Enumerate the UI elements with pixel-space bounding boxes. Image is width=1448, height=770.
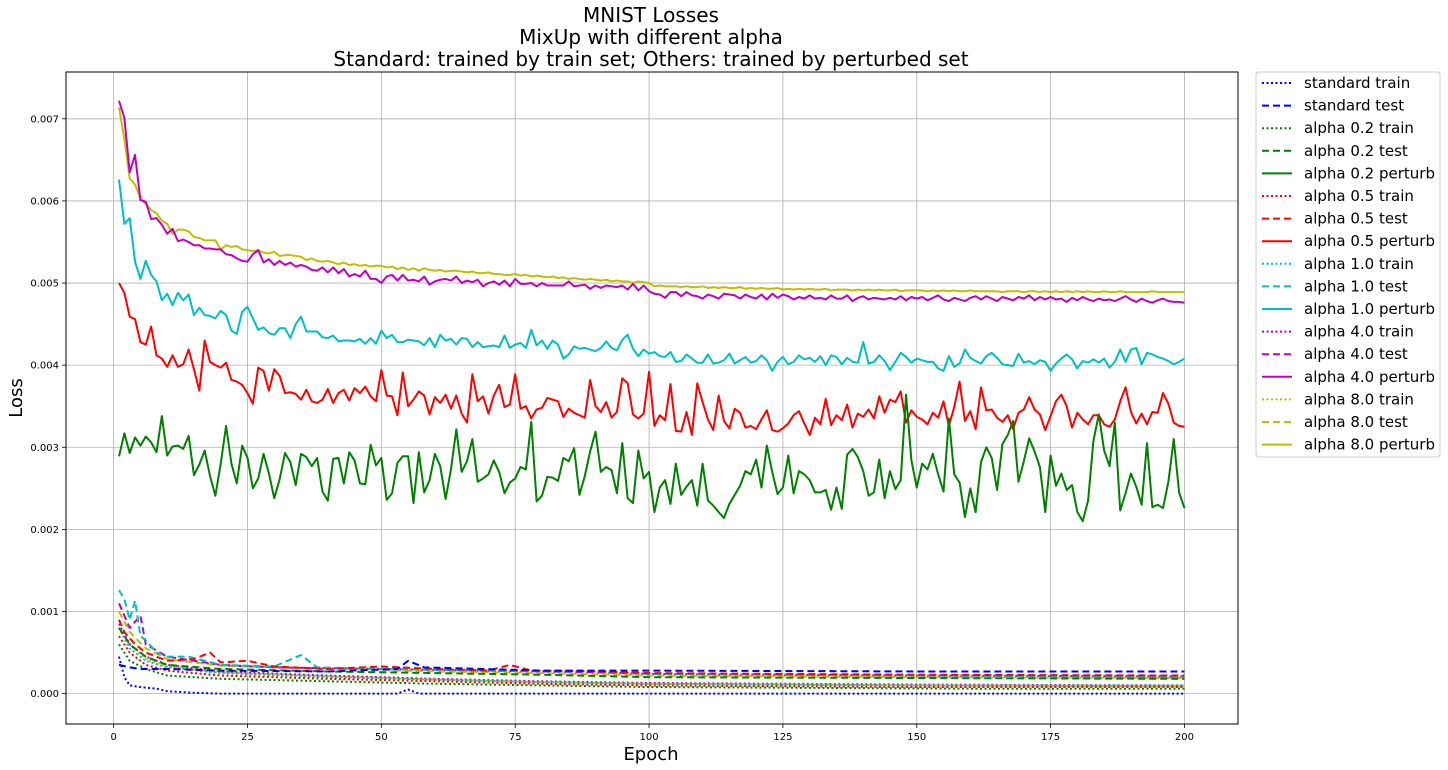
series-line-alpha-4-0-perturb	[118, 100, 1185, 304]
x-tick-label: 125	[773, 732, 792, 743]
chart-title-line-1: MNIST Losses	[583, 3, 719, 27]
legend-label-alpha-4-0-test: alpha 4.0 test	[1304, 345, 1408, 363]
x-tick-label: 150	[907, 732, 926, 743]
y-axis-label: Loss	[6, 378, 27, 417]
x-axis-label: Epoch	[623, 744, 678, 765]
legend-label-alpha-0-2-perturb: alpha 0.2 perturb	[1304, 164, 1435, 182]
y-tick-label: 0.001	[30, 607, 59, 618]
y-tick-label: 0.007	[30, 114, 59, 125]
x-tick-label: 175	[1041, 732, 1060, 743]
series-line-alpha-0-5-perturb	[118, 282, 1185, 436]
series-line-alpha-0-5-train	[118, 635, 1185, 689]
legend-label-alpha-8-0-train: alpha 8.0 train	[1304, 390, 1414, 408]
chart-title-line-3: Standard: trained by train set; Others: …	[333, 47, 968, 71]
series-line-alpha-1-0-test	[118, 589, 1185, 679]
series-line-alpha-0-2-train	[118, 643, 1185, 690]
y-tick-label: 0.005	[30, 279, 59, 290]
series-line-alpha-0-2-perturb	[118, 393, 1186, 523]
legend-label-standard-train: standard train	[1304, 74, 1410, 92]
legend-label-alpha-1-0-perturb: alpha 1.0 perturb	[1304, 300, 1435, 318]
series-line-alpha-1-0-train	[118, 627, 1185, 687]
legend-label-alpha-0-5-perturb: alpha 0.5 perturb	[1304, 232, 1435, 250]
y-tick-label: 0.002	[30, 525, 59, 536]
legend-label-alpha-8-0-test: alpha 8.0 test	[1304, 413, 1408, 431]
series-lines	[118, 100, 1186, 695]
y-tick-label: 0.006	[30, 196, 59, 207]
legend-label-standard-test: standard test	[1304, 97, 1404, 115]
series-line-standard-test	[118, 659, 1185, 673]
x-tick-label: 100	[640, 732, 659, 743]
y-tick-label: 0.000	[30, 689, 59, 700]
x-tick-label: 0	[110, 732, 116, 743]
legend-label-alpha-8-0-perturb: alpha 8.0 perturb	[1304, 436, 1435, 454]
legend-label-alpha-4-0-train: alpha 4.0 train	[1304, 323, 1414, 341]
legend-label-alpha-1-0-test: alpha 1.0 test	[1304, 277, 1408, 295]
series-line-alpha-0-5-test	[118, 619, 1185, 677]
plot-frame	[65, 71, 1239, 725]
legend-label-alpha-0-2-test: alpha 0.2 test	[1304, 142, 1408, 160]
x-tick-label: 50	[375, 732, 388, 743]
series-line-alpha-1-0-perturb	[118, 179, 1185, 372]
y-tick-label: 0.003	[30, 443, 59, 454]
series-line-standard-train	[118, 656, 1185, 695]
y-tick-label: 0.004	[30, 361, 59, 372]
x-tick-label: 75	[509, 732, 522, 743]
legend-label-alpha-0-5-train: alpha 0.5 train	[1304, 187, 1414, 205]
legend-label-alpha-0-5-test: alpha 0.5 test	[1304, 210, 1408, 228]
legend-frame	[1255, 71, 1441, 458]
x-tick-label: 200	[1175, 732, 1194, 743]
series-line-alpha-8-0-perturb	[118, 107, 1185, 294]
legend-label-alpha-1-0-train: alpha 1.0 train	[1304, 255, 1414, 273]
axis-ticks: 0 25 50 75 100 125 150 175 200 0.000 0.001 0.002 0.0…	[30, 114, 1194, 743]
legend: standard train standard test alpha 0.2 tra…	[1255, 71, 1441, 458]
chart-title-line-2: MixUp with different alpha	[519, 25, 783, 49]
x-tick-label: 25	[241, 732, 254, 743]
legend-label-alpha-0-2-train: alpha 0.2 train	[1304, 119, 1414, 137]
grid-lines	[66, 72, 1238, 724]
legend-label-alpha-4-0-perturb: alpha 4.0 perturb	[1304, 368, 1435, 386]
